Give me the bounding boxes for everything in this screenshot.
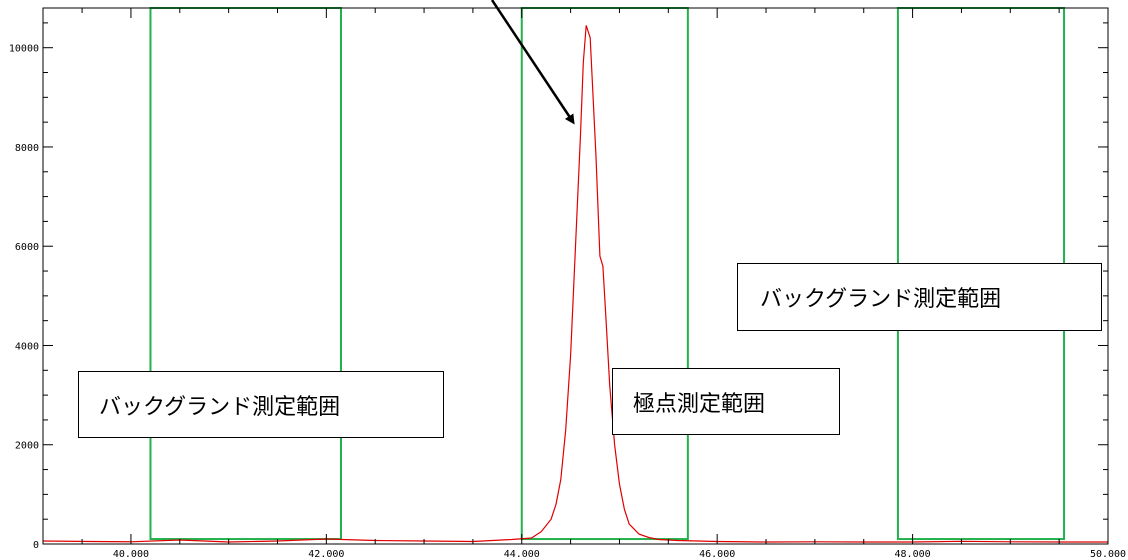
background-range-label-right: バックグランド測定範囲	[737, 263, 1102, 331]
background-range-label-left: バックグランド測定範囲	[78, 371, 444, 438]
axes: 40.000 42.000 44.000 46.000 48.000 50.000 0 200…	[9, 7, 1126, 560]
y-tick-label: 10000	[9, 44, 39, 55]
y-tick-label: 6000	[15, 242, 39, 253]
x-tick-label: 46.000	[699, 549, 735, 560]
arrow-layer	[490, 0, 575, 125]
peak-range-box	[520, 7, 689, 541]
series-layer	[42, 25, 1108, 543]
y-tick-label: 2000	[15, 441, 39, 452]
x-tick-label: 44.000	[504, 549, 540, 560]
y-tick-label: 8000	[15, 143, 39, 154]
peak-arrow	[490, 0, 575, 125]
x-tick-label: 50.000	[1090, 549, 1126, 560]
y-tick-label: 0	[33, 540, 39, 551]
x-tick-label: 48.000	[895, 549, 931, 560]
background-range-box-0	[149, 7, 343, 541]
x-tick-label: 40.000	[113, 549, 149, 560]
plot-frame	[42, 7, 1109, 545]
y-tick-label: 4000	[15, 341, 39, 352]
series-line-0	[42, 25, 1108, 543]
peak-range-label: 極点測定範囲	[612, 368, 840, 435]
x-tick-label: 42.000	[308, 549, 344, 560]
